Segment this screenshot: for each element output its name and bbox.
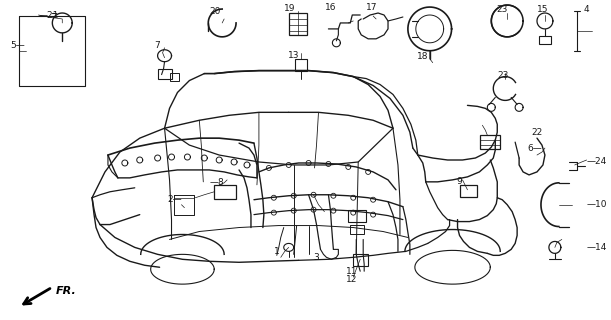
Text: 23: 23 — [497, 4, 508, 13]
Text: 15: 15 — [537, 4, 549, 13]
Bar — [214, 185, 236, 199]
Text: 9: 9 — [456, 177, 463, 186]
Bar — [350, 225, 364, 235]
Text: 12: 12 — [346, 275, 357, 284]
Text: 22: 22 — [532, 128, 543, 137]
Text: 13: 13 — [288, 51, 299, 60]
Bar — [158, 68, 172, 79]
Text: 23: 23 — [497, 71, 509, 80]
Text: 7: 7 — [154, 41, 159, 50]
Text: 17: 17 — [367, 3, 378, 12]
Text: —21: —21 — [38, 11, 59, 20]
Bar — [539, 36, 551, 44]
Text: —8: —8 — [209, 178, 224, 187]
Text: —14: —14 — [587, 243, 607, 252]
Text: 18: 18 — [417, 52, 428, 61]
Text: FR.: FR. — [56, 286, 76, 296]
Bar — [459, 185, 477, 197]
Bar — [480, 135, 500, 149]
Bar — [289, 13, 307, 35]
Text: —10: —10 — [587, 200, 607, 209]
Text: 5—: 5— — [10, 41, 26, 50]
Text: 6—: 6— — [527, 144, 542, 153]
Text: 2—: 2— — [167, 195, 182, 204]
Text: 3: 3 — [313, 253, 320, 262]
Text: 4: 4 — [584, 4, 590, 13]
Bar — [169, 73, 180, 81]
Text: 20: 20 — [210, 6, 221, 16]
Text: 11: 11 — [346, 267, 357, 276]
Bar — [348, 210, 366, 221]
Text: —24: —24 — [587, 157, 607, 166]
Bar — [353, 254, 368, 266]
Text: 19: 19 — [284, 4, 296, 12]
Text: 1: 1 — [274, 247, 280, 256]
Bar — [295, 59, 307, 71]
Text: 16: 16 — [324, 3, 336, 12]
